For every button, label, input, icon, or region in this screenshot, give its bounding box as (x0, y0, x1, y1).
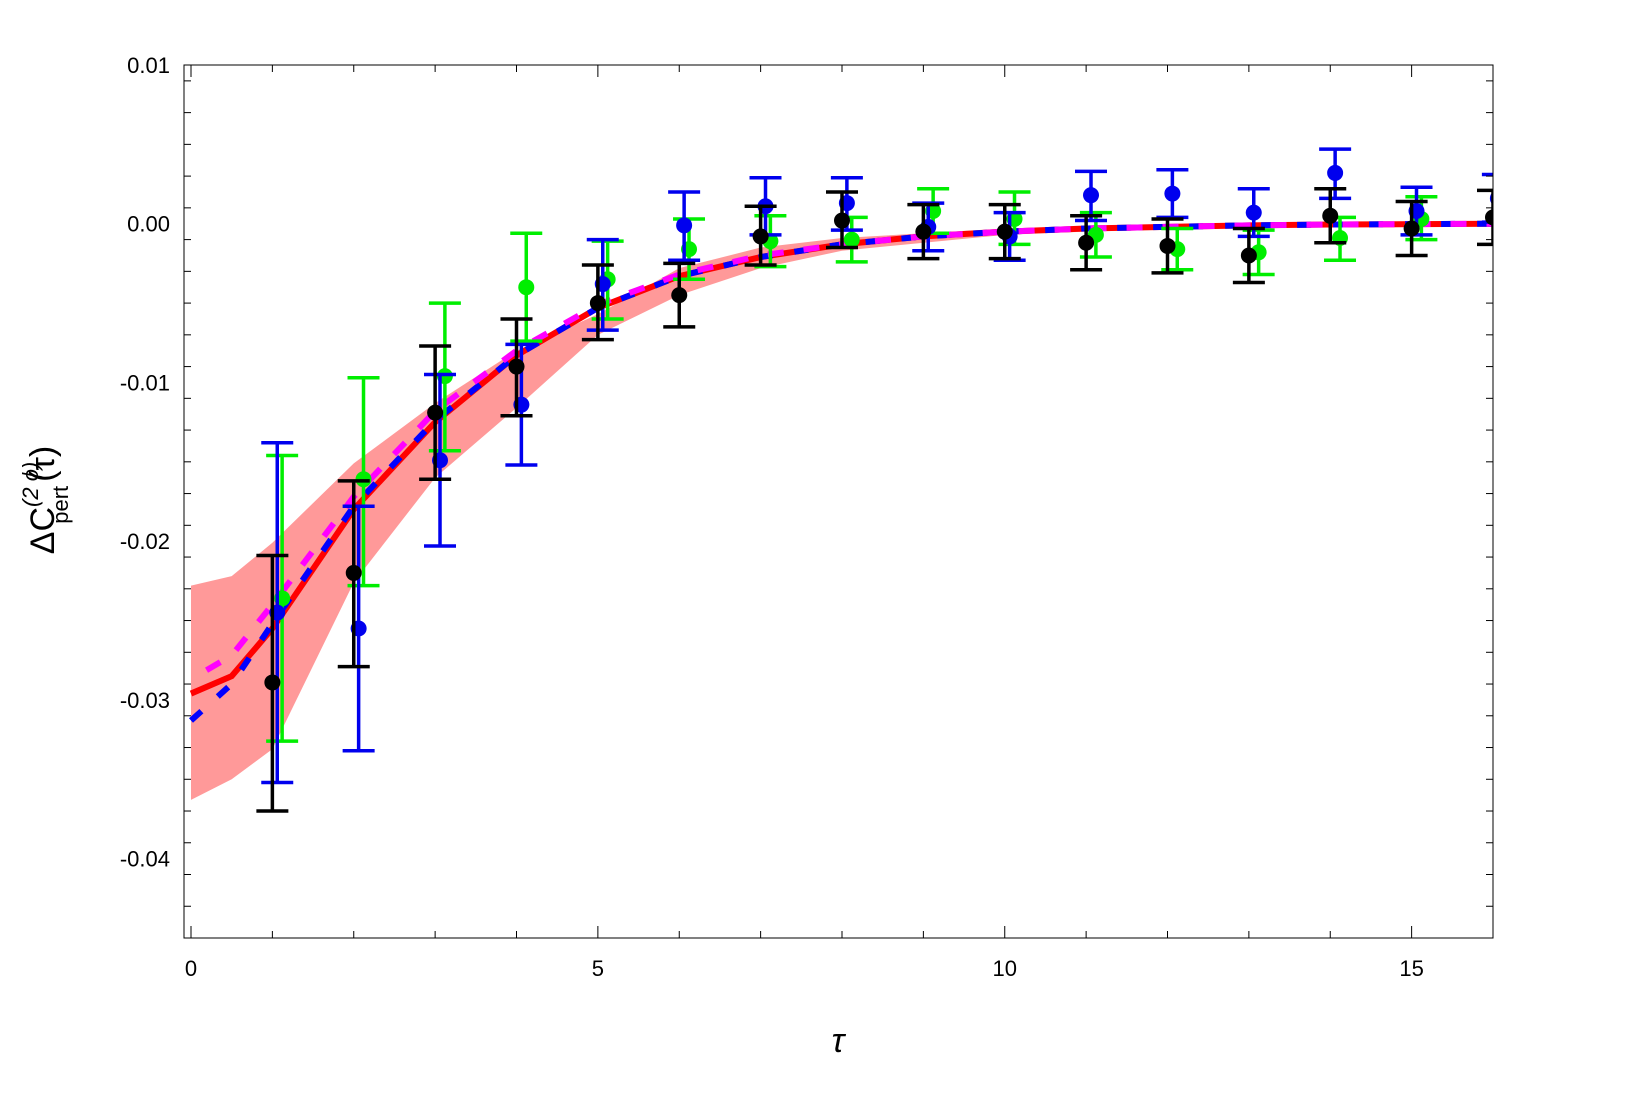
data-point-group (1319, 147, 1352, 201)
data-point (1078, 234, 1095, 251)
data-point-group (424, 372, 457, 548)
data-point-group (1314, 187, 1347, 245)
data-point-group (1156, 168, 1189, 220)
data-point (508, 358, 525, 375)
data-point (1083, 187, 1100, 204)
data-point (671, 287, 688, 304)
data-point (1403, 220, 1420, 237)
data-point (833, 212, 850, 229)
data-point (1164, 185, 1181, 202)
data-point (676, 217, 693, 234)
data-point-group (1075, 169, 1108, 223)
data-point-group (663, 261, 696, 329)
data-point-group (1070, 214, 1103, 272)
y-axis-label: ΔC(2 ϕ) pert (τ) (18, 446, 73, 555)
data-point-group (1151, 217, 1184, 275)
data-point-group (1477, 188, 1493, 247)
data-point-group (907, 202, 940, 261)
data-point-group (744, 204, 777, 267)
data-point (843, 231, 860, 248)
data-point-group (337, 479, 370, 669)
y-tick-labels: 0.01 0.00 -0.01 -0.02 -0.03 -0.04 (120, 53, 170, 872)
data-point (518, 279, 535, 296)
x-tick-label: 15 (1399, 956, 1423, 981)
y-label-arg: (τ) (24, 446, 62, 482)
y-label-sup: (2 ϕ) (18, 462, 43, 507)
data-point (264, 674, 281, 691)
y-tick-label: -0.01 (120, 370, 170, 395)
axis-ticks (184, 65, 1494, 939)
fit-curve-dashed (189, 220, 1493, 682)
data-point (1240, 247, 1257, 264)
y-tick-label: 0.00 (127, 212, 170, 237)
data-point-group (1079, 210, 1112, 259)
data-point (996, 223, 1013, 240)
data-point-group (500, 317, 533, 418)
plot-frame (183, 64, 1494, 939)
x-tick-labels: 0 5 10 15 (185, 956, 1424, 981)
x-axis-label: τ (832, 1022, 847, 1060)
data-point (1327, 164, 1344, 181)
data-point-group (988, 202, 1021, 261)
data-point-group (1161, 226, 1194, 272)
confidence-band (190, 223, 1493, 800)
error-band (190, 223, 1493, 800)
data-point-group (668, 190, 701, 262)
data-point-group (581, 263, 614, 342)
data-point-group (256, 553, 289, 813)
y-label-sub: pert (48, 486, 73, 524)
data-point (1322, 207, 1339, 224)
y-tick-label: -0.03 (120, 688, 170, 713)
x-tick-label: 5 (592, 956, 604, 981)
data-point (589, 295, 606, 312)
data-point-group (1232, 226, 1265, 285)
y-tick-label: -0.02 (120, 529, 170, 554)
data-point-group (825, 190, 858, 250)
x-tick-label: 0 (185, 956, 197, 981)
data-point (427, 404, 444, 421)
data-point (1245, 204, 1262, 221)
y-tick-label: 0.01 (127, 53, 170, 78)
y-tick-label: -0.04 (120, 847, 170, 872)
data-point-group (1395, 199, 1428, 258)
fit-curves (188, 220, 1493, 723)
y-label-base: ΔC (24, 507, 62, 554)
data-point-group (419, 344, 452, 482)
data-point (752, 228, 769, 245)
data-point (1159, 237, 1176, 254)
data-point (1485, 209, 1493, 226)
data-point-group (1324, 215, 1357, 262)
x-tick-label: 10 (993, 956, 1017, 981)
data-point (915, 223, 932, 240)
data-points (256, 147, 1493, 813)
data-point (345, 564, 362, 581)
